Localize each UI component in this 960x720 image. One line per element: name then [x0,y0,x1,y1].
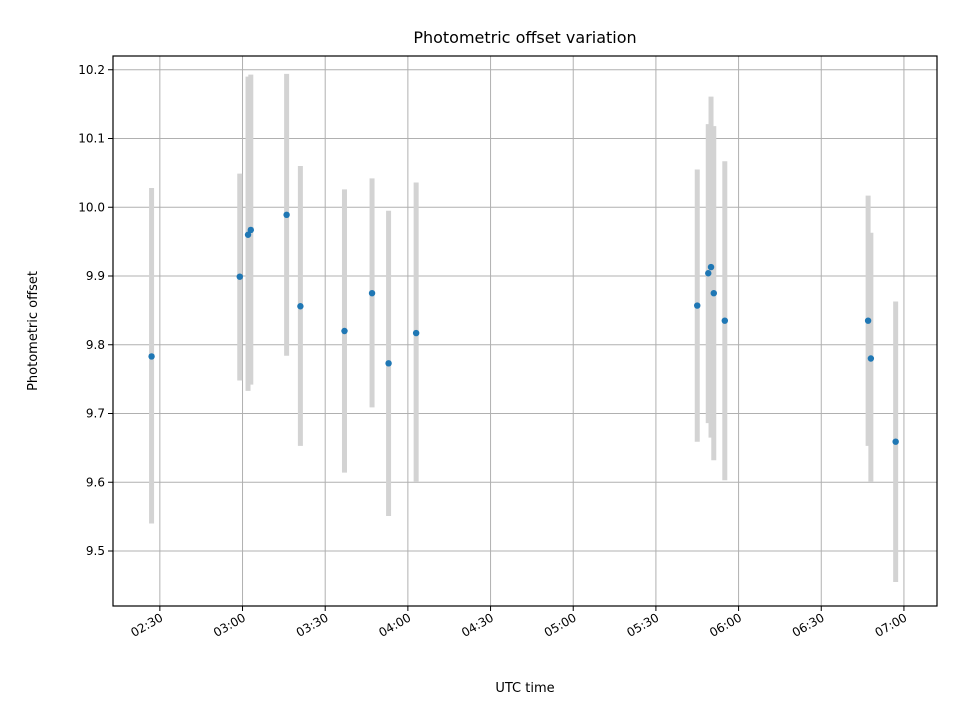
data-points [148,211,899,445]
data-point [247,226,254,234]
data-point [707,263,715,271]
y-tick-label: 9.9 [86,269,105,283]
data-point [710,289,717,297]
x-tick-label: 07:00 [872,610,909,639]
y-tick-label: 9.7 [86,407,105,421]
x-tick-label: 05:00 [542,610,579,639]
plot-frame [112,55,938,607]
x-tick-label: 04:30 [459,610,496,639]
data-point [244,231,252,238]
y-tick-label: 9.6 [86,475,105,489]
y-tick-label: 9.5 [86,544,105,558]
chart-title: Photometric offset variation [413,28,636,47]
data-point [892,438,899,445]
y-axis-label: Photometric offset [26,271,41,391]
y-tick-label: 10.1 [78,132,105,146]
data-point [867,355,875,362]
x-tick-label: 03:30 [294,610,331,639]
y-tick-label: 10.2 [78,63,105,77]
data-point [385,360,392,367]
data-point [368,289,376,297]
data-point [694,302,701,309]
data-point [236,273,243,280]
data-point [721,317,728,324]
y-tick-label: 9.8 [86,338,105,352]
axis-ticks: 02:30 03:00 03:30 04:00 04:30 05:00 05:30 06:00… [78,63,909,640]
y-tick-label: 10.0 [78,200,105,214]
data-point [864,317,872,324]
x-tick-label: 03:00 [211,610,248,639]
x-tick-label: 06:00 [707,610,744,639]
data-point [412,329,420,337]
x-axis-label: UTC time [495,681,554,696]
data-point [283,211,290,219]
x-tick-label: 04:00 [376,610,413,639]
data-point [705,270,712,277]
grid [113,56,937,606]
data-point [148,353,155,360]
error-bars [149,73,899,582]
x-tick-label: 05:30 [624,610,661,639]
data-point [341,327,348,335]
x-tick-label: 06:30 [790,610,827,639]
data-point [297,303,304,310]
x-tick-label: 02:30 [128,610,165,639]
